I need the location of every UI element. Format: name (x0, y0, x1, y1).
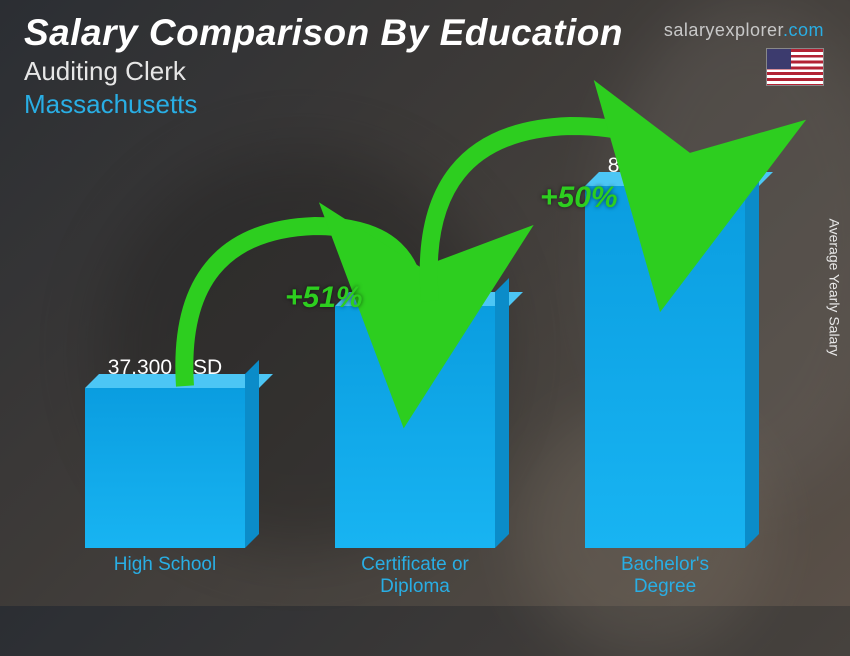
brand-name: salaryexplorer (664, 20, 783, 40)
flag-icon (766, 48, 824, 86)
job-title: Auditing Clerk (24, 56, 623, 87)
brand-logo: salaryexplorer.com (664, 20, 824, 41)
bar-category: Certificate orDiploma (315, 554, 515, 598)
brand-tld: .com (783, 20, 824, 40)
bar-shape (335, 306, 495, 548)
bar-high-school: 37,300 USD High School (65, 356, 265, 548)
increase-pct-1: +51% (285, 281, 363, 315)
salary-chart: Average Yearly Salary 37,300 USD High Sc… (0, 156, 850, 606)
location: Massachusetts (24, 89, 623, 120)
bars-container: 37,300 USD High School 56,500 USD Certif… (40, 156, 790, 548)
increase-pct-2: +50% (540, 181, 618, 215)
bar-category: Bachelor'sDegree (565, 554, 765, 598)
y-axis-label: Average Yearly Salary (826, 219, 842, 357)
bar-shape (585, 186, 745, 548)
bar-certificate: 56,500 USD Certificate orDiploma (315, 274, 515, 548)
header: Salary Comparison By Education Auditing … (24, 12, 623, 120)
bar-category: High School (65, 554, 265, 576)
page-title: Salary Comparison By Education (24, 12, 623, 54)
bar-shape (85, 388, 245, 548)
